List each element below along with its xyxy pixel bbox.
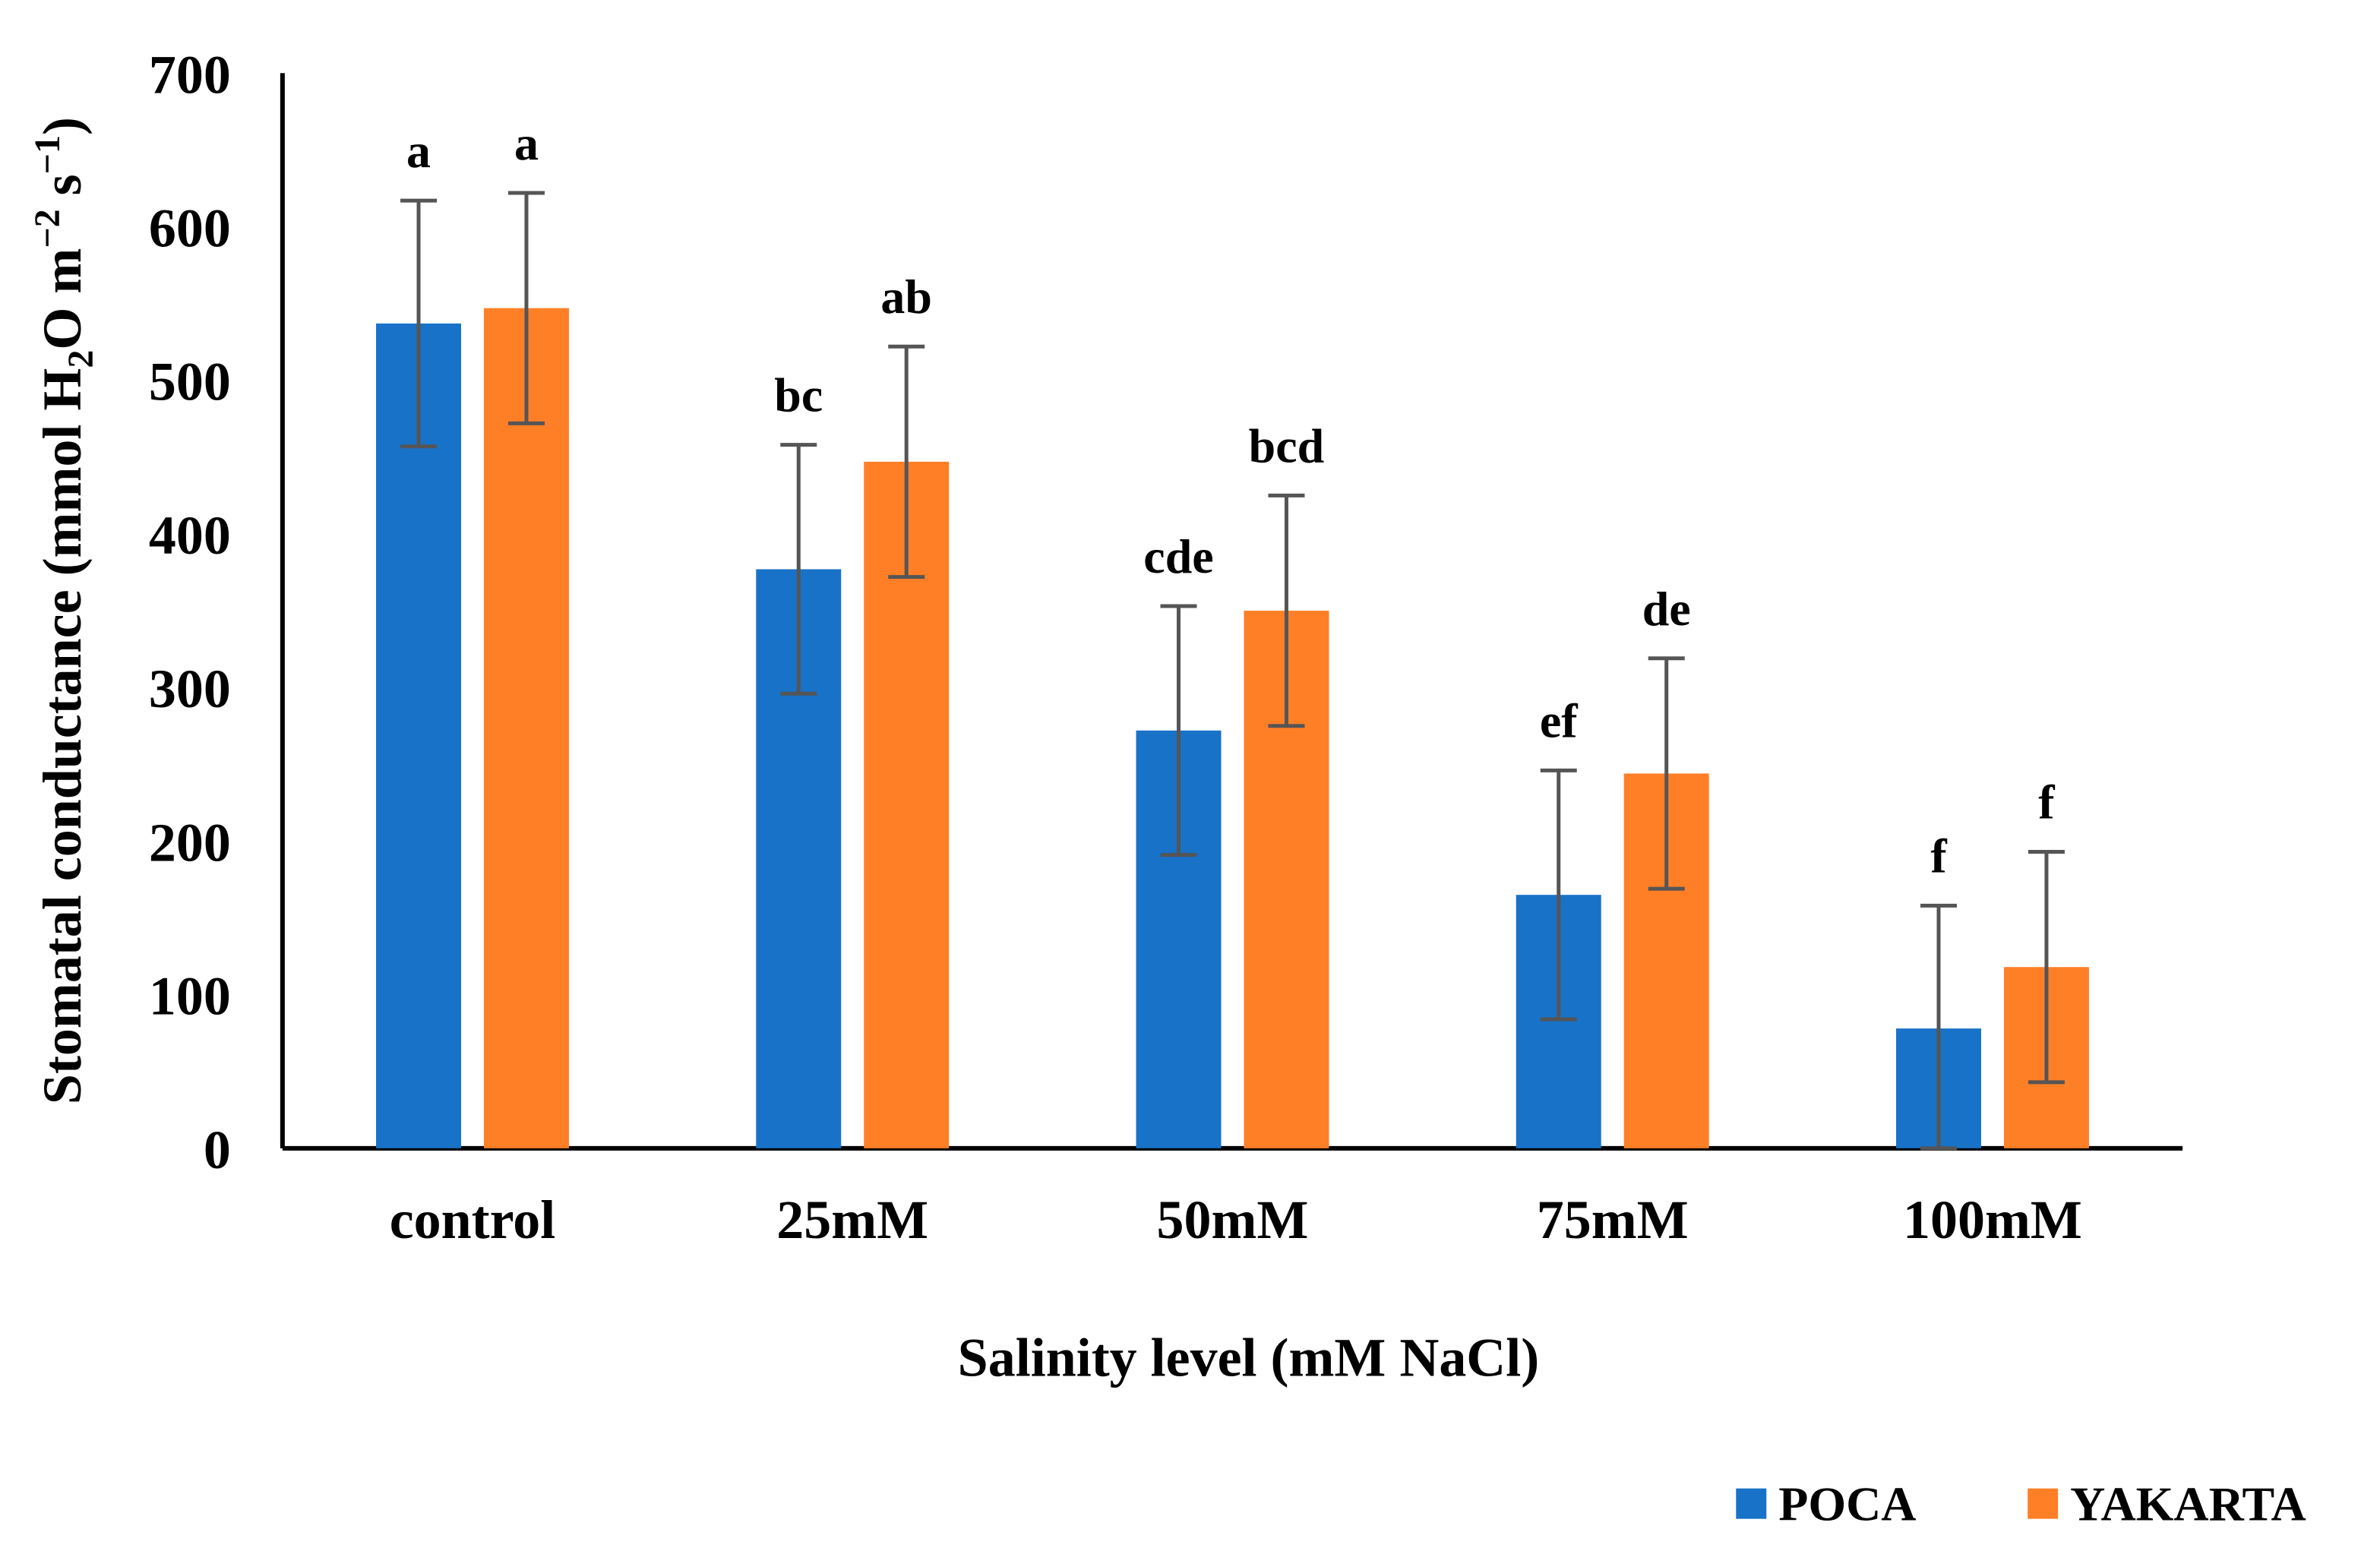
y-tick-label: 400 (149, 505, 231, 566)
y-axis-title-text: Stomatal conductance (mmol H2O m−2 s−1) (27, 117, 101, 1104)
significance-letter: cde (1143, 529, 1213, 583)
x-tick-label: 100mM (1903, 1189, 2082, 1250)
bar-poca (376, 323, 462, 1148)
y-tick-label: 600 (149, 198, 231, 259)
y-axis-title: Stomatal conductance (mmol H2O m−2 s−1) (27, 117, 101, 1104)
y-tick-label: 0 (204, 1120, 231, 1180)
significance-letter: ef (1540, 693, 1578, 747)
y-axis-title-part: Stomatal conductance (mmol H (32, 368, 93, 1104)
legend-label: POCA (1778, 1477, 1916, 1531)
legend-label: YAKARTA (2070, 1477, 2306, 1531)
significance-letter: bcd (1249, 419, 1325, 472)
y-axis-title-part: s (32, 174, 93, 209)
significance-letter: f (1930, 829, 1947, 883)
y-tick-label: 700 (149, 44, 231, 105)
significance-letter: de (1642, 582, 1691, 636)
y-tick-label: 300 (149, 659, 231, 719)
legend-swatch-yakarta (2028, 1488, 2059, 1519)
legend: POCA YAKARTA (1736, 1477, 2306, 1531)
y-axis-title-part: 2 (61, 350, 101, 368)
significance-letter: f (2038, 775, 2055, 829)
y-axis-title-part: ) (32, 117, 93, 135)
significance-letter: ab (880, 270, 932, 324)
y-tick-label: 100 (149, 966, 231, 1027)
y-tick-label: 200 (149, 812, 231, 873)
x-tick-label: 75mM (1537, 1189, 1689, 1250)
legend-swatch-poca (1736, 1488, 1767, 1519)
x-axis-title: Salinity level (mM NaCl) (958, 1328, 1540, 1388)
significance-letter: a (406, 124, 431, 178)
significance-letter: a (514, 116, 539, 170)
bar-yakarta (483, 308, 569, 1148)
y-axis-title-part: −1 (27, 135, 68, 174)
x-tick-label: control (390, 1189, 556, 1250)
y-axis-title-part: −2 (27, 209, 68, 248)
y-axis-title-part: O m (32, 248, 93, 350)
x-tick-label: 50mM (1157, 1189, 1309, 1250)
x-tick-label: 25mM (776, 1189, 928, 1250)
significance-letter: bc (774, 368, 823, 422)
y-tick-label: 500 (149, 352, 231, 412)
